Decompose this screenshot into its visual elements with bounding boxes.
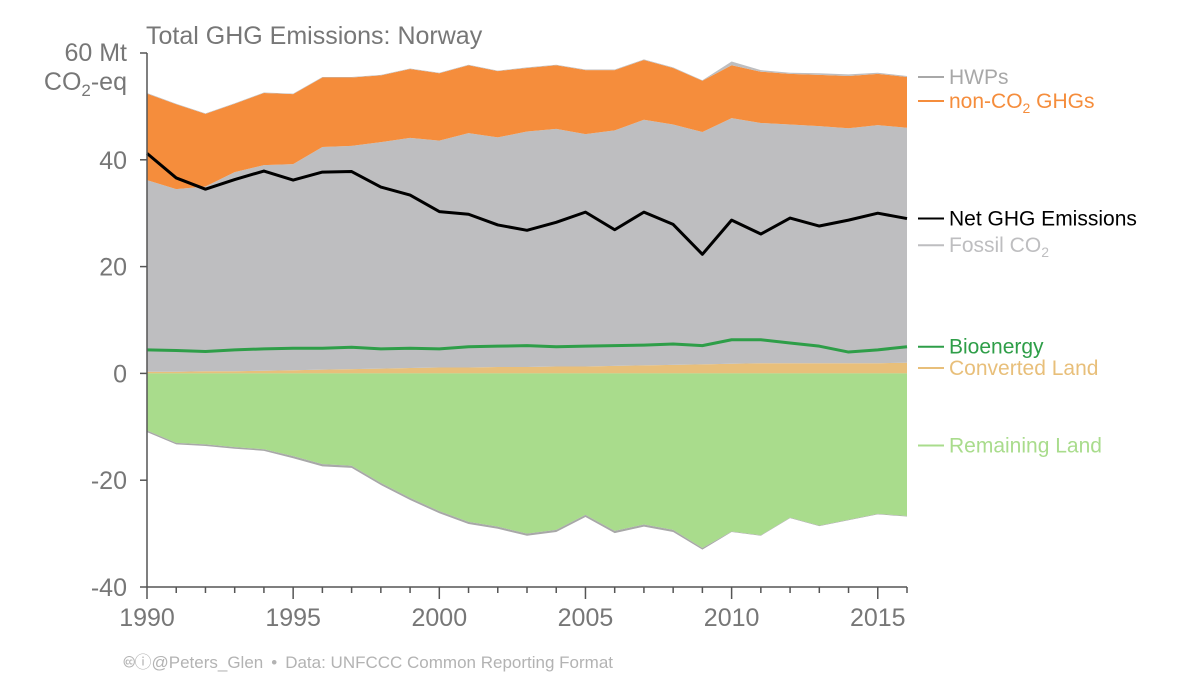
x-tick-label: 2015 (850, 604, 906, 632)
lines-layer (146, 152, 908, 354)
y-axis-label-gas: CO2-eq (44, 68, 127, 100)
area-remaining-land-negative (147, 373, 907, 549)
legend-label-part: 2 (1023, 100, 1031, 116)
footer-separator: • (271, 653, 278, 672)
data-source: Data: UNFCCC Common Reporting Format (285, 653, 613, 672)
areas-layer (147, 59, 907, 550)
line-net-ghg-emissions (146, 152, 908, 256)
x-tick-label: 1995 (265, 604, 321, 632)
x-tick-label: 2005 (558, 604, 614, 632)
legend-label-part: 2 (1041, 244, 1049, 260)
legend-label-part: non-CO (949, 90, 1023, 113)
x-tick-label: 2000 (411, 604, 467, 632)
x-tick-label: 2010 (704, 604, 760, 632)
area-non-co2-ghgs-positive (147, 59, 907, 190)
y-tick-label: 40 (99, 147, 127, 175)
y-axis-label-suffix: -eq (91, 68, 127, 96)
area-fossil-co2-positive (147, 118, 907, 372)
y-tick-label: -20 (91, 467, 127, 495)
creative-commons-icon: 🅭ⓘ (124, 653, 152, 672)
chart-title: Total GHG Emissions: Norway (146, 22, 483, 50)
footer-credit: 🅭ⓘ@Peters_Glen • Data: UNFCCC Common Repor… (124, 648, 613, 674)
y-tick-label: -40 (91, 574, 127, 602)
legend-label-part: GHGs (1030, 90, 1094, 113)
axes-layer: -40 -20 0 20 40 1990 1995 2000 2005 2010 2015 (91, 52, 908, 632)
legend-label-converted: Converted Land (949, 357, 1098, 380)
y-tick-label: 0 (113, 360, 127, 388)
legend-label-nonco2: non-CO2 GHGs (949, 90, 1095, 116)
line-bioenergy (146, 338, 908, 354)
legend-label-remaining: Remaining Land (949, 434, 1102, 457)
legend-label-bio: Bioenergy (949, 336, 1044, 359)
x-tick-label: 1990 (119, 604, 175, 632)
legend-label-net: Net GHG Emissions (949, 208, 1137, 231)
y-axis-label-subscript: 2 (81, 81, 90, 100)
y-axis-label-unit: 60 Mt (64, 39, 127, 67)
legend-label-part: Fossil CO (949, 234, 1041, 257)
legend-label-hwps: HWPs (949, 66, 1009, 89)
y-tick-label: 20 (99, 254, 127, 282)
area-converted-land-positive (147, 362, 907, 374)
legend-label-fossil: Fossil CO2 (949, 234, 1049, 260)
y-axis-label-prefix: CO (44, 68, 82, 96)
author-handle: @Peters_Glen (151, 653, 264, 672)
